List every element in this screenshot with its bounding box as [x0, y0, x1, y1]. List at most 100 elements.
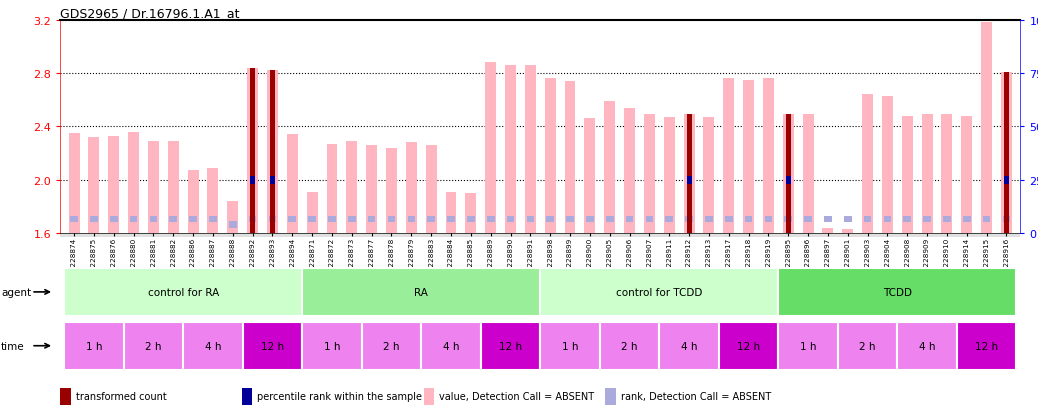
Bar: [844, 216, 851, 223]
Bar: [584, 119, 596, 233]
Text: 1 h: 1 h: [86, 341, 102, 351]
Bar: [188, 171, 198, 233]
Bar: [426, 146, 437, 233]
Bar: [71, 216, 78, 223]
Bar: [663, 118, 675, 233]
Bar: [981, 23, 992, 233]
Text: 2 h: 2 h: [622, 341, 637, 351]
Bar: [149, 216, 158, 223]
Text: time: time: [1, 341, 25, 351]
Bar: [684, 115, 694, 233]
Text: GDS2965 / Dr.16796.1.A1_at: GDS2965 / Dr.16796.1.A1_at: [60, 7, 240, 19]
Text: 1 h: 1 h: [324, 341, 340, 351]
Text: 4 h: 4 h: [919, 341, 935, 351]
Bar: [606, 216, 613, 223]
Bar: [1003, 216, 1010, 223]
Text: 12 h: 12 h: [737, 341, 760, 351]
Bar: [169, 216, 177, 223]
Bar: [270, 177, 275, 184]
Bar: [110, 216, 117, 223]
Bar: [130, 216, 137, 223]
Bar: [286, 135, 298, 233]
Bar: [208, 168, 218, 233]
Bar: [308, 216, 316, 223]
Bar: [367, 216, 376, 223]
Bar: [941, 115, 953, 233]
Text: 2 h: 2 h: [383, 341, 400, 351]
Text: 2 h: 2 h: [859, 341, 876, 351]
Bar: [864, 216, 872, 223]
Bar: [646, 216, 653, 223]
Bar: [743, 81, 754, 233]
Bar: [386, 148, 397, 233]
Bar: [763, 79, 774, 233]
Text: transformed count: transformed count: [76, 392, 166, 401]
Bar: [644, 115, 655, 233]
Bar: [802, 115, 814, 233]
Bar: [128, 132, 139, 233]
Bar: [507, 216, 515, 223]
Bar: [983, 216, 990, 223]
Bar: [289, 216, 296, 223]
Bar: [487, 216, 494, 223]
Bar: [306, 192, 318, 233]
Bar: [963, 216, 971, 223]
Bar: [545, 79, 555, 233]
Bar: [526, 216, 535, 223]
Bar: [604, 102, 616, 233]
Bar: [922, 115, 932, 233]
Text: agent: agent: [1, 287, 31, 297]
Bar: [328, 216, 336, 223]
Bar: [88, 138, 100, 233]
Text: TCDD: TCDD: [883, 287, 911, 297]
Text: control for RA: control for RA: [147, 287, 219, 297]
Bar: [902, 116, 912, 233]
Text: value, Detection Call = ABSENT: value, Detection Call = ABSENT: [439, 392, 594, 401]
Bar: [148, 142, 159, 233]
Bar: [804, 216, 812, 223]
Bar: [705, 216, 713, 223]
Bar: [786, 115, 791, 233]
Bar: [685, 216, 693, 223]
Bar: [267, 71, 278, 233]
Bar: [546, 216, 554, 223]
Text: 4 h: 4 h: [204, 341, 221, 351]
Bar: [69, 134, 80, 233]
Text: 1 h: 1 h: [800, 341, 816, 351]
Text: 12 h: 12 h: [261, 341, 284, 351]
Bar: [1001, 73, 1012, 233]
Bar: [744, 216, 753, 223]
Bar: [624, 108, 635, 233]
Text: 12 h: 12 h: [499, 341, 522, 351]
Bar: [961, 116, 973, 233]
Text: RA: RA: [414, 287, 429, 297]
Bar: [447, 216, 455, 223]
Bar: [428, 216, 435, 223]
Text: 4 h: 4 h: [681, 341, 698, 351]
Bar: [445, 192, 457, 233]
Bar: [406, 143, 417, 233]
Bar: [525, 66, 536, 233]
Bar: [467, 216, 474, 223]
Bar: [783, 115, 794, 233]
Text: 2 h: 2 h: [145, 341, 162, 351]
Bar: [327, 144, 337, 233]
Bar: [408, 216, 415, 223]
Bar: [842, 229, 853, 233]
Bar: [108, 136, 119, 233]
Bar: [465, 193, 476, 233]
Text: 12 h: 12 h: [975, 341, 999, 351]
Bar: [229, 221, 237, 228]
Text: percentile rank within the sample: percentile rank within the sample: [257, 392, 422, 401]
Bar: [387, 216, 395, 223]
Bar: [269, 216, 276, 223]
Bar: [785, 216, 792, 223]
Bar: [723, 79, 734, 233]
Bar: [765, 216, 772, 223]
Bar: [347, 142, 357, 233]
Bar: [626, 216, 633, 223]
Bar: [168, 142, 179, 233]
Bar: [863, 95, 873, 233]
Bar: [1004, 73, 1009, 233]
Bar: [249, 216, 256, 223]
